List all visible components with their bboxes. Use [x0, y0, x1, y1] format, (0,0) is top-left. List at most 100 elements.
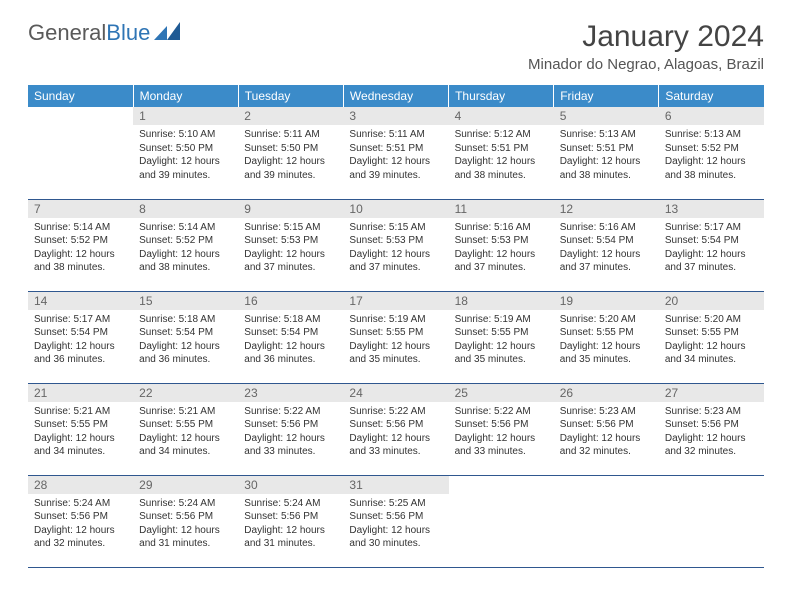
day-details: Sunrise: 5:20 AMSunset: 5:55 PMDaylight:…: [659, 310, 764, 371]
day-number: 12: [554, 200, 659, 218]
day-details: Sunrise: 5:14 AMSunset: 5:52 PMDaylight:…: [133, 218, 238, 279]
calendar-row: 14Sunrise: 5:17 AMSunset: 5:54 PMDayligh…: [28, 291, 764, 383]
calendar-cell: 4Sunrise: 5:12 AMSunset: 5:51 PMDaylight…: [449, 107, 554, 199]
day-number: 19: [554, 292, 659, 310]
calendar-cell: 25Sunrise: 5:22 AMSunset: 5:56 PMDayligh…: [449, 383, 554, 475]
day-details: Sunrise: 5:24 AMSunset: 5:56 PMDaylight:…: [238, 494, 343, 555]
calendar-cell: 28Sunrise: 5:24 AMSunset: 5:56 PMDayligh…: [28, 475, 133, 567]
calendar-cell: 3Sunrise: 5:11 AMSunset: 5:51 PMDaylight…: [343, 107, 448, 199]
day-number: 6: [659, 107, 764, 125]
day-number: 14: [28, 292, 133, 310]
day-number: 21: [28, 384, 133, 402]
calendar-cell: 29Sunrise: 5:24 AMSunset: 5:56 PMDayligh…: [133, 475, 238, 567]
calendar-cell: 2Sunrise: 5:11 AMSunset: 5:50 PMDaylight…: [238, 107, 343, 199]
logo-text-2: Blue: [106, 20, 150, 46]
day-number: 4: [449, 107, 554, 125]
calendar-table: SundayMondayTuesdayWednesdayThursdayFrid…: [28, 85, 764, 568]
weekday-header: Sunday: [28, 85, 133, 107]
day-number: 30: [238, 476, 343, 494]
day-number: 15: [133, 292, 238, 310]
day-details: Sunrise: 5:19 AMSunset: 5:55 PMDaylight:…: [449, 310, 554, 371]
day-number: 13: [659, 200, 764, 218]
day-number: 31: [343, 476, 448, 494]
day-number: 3: [343, 107, 448, 125]
day-number: 7: [28, 200, 133, 218]
calendar-cell: 20Sunrise: 5:20 AMSunset: 5:55 PMDayligh…: [659, 291, 764, 383]
day-details: Sunrise: 5:21 AMSunset: 5:55 PMDaylight:…: [133, 402, 238, 463]
weekday-header: Wednesday: [343, 85, 448, 107]
day-details: Sunrise: 5:17 AMSunset: 5:54 PMDaylight:…: [659, 218, 764, 279]
day-details: Sunrise: 5:13 AMSunset: 5:51 PMDaylight:…: [554, 125, 659, 186]
day-number: 8: [133, 200, 238, 218]
day-number: 23: [238, 384, 343, 402]
calendar-row: 28Sunrise: 5:24 AMSunset: 5:56 PMDayligh…: [28, 475, 764, 567]
calendar-cell: 15Sunrise: 5:18 AMSunset: 5:54 PMDayligh…: [133, 291, 238, 383]
calendar-cell: 11Sunrise: 5:16 AMSunset: 5:53 PMDayligh…: [449, 199, 554, 291]
weekday-header: Monday: [133, 85, 238, 107]
calendar-row: 21Sunrise: 5:21 AMSunset: 5:55 PMDayligh…: [28, 383, 764, 475]
calendar-cell: 8Sunrise: 5:14 AMSunset: 5:52 PMDaylight…: [133, 199, 238, 291]
day-number: 5: [554, 107, 659, 125]
day-details: Sunrise: 5:23 AMSunset: 5:56 PMDaylight:…: [554, 402, 659, 463]
calendar-cell: 24Sunrise: 5:22 AMSunset: 5:56 PMDayligh…: [343, 383, 448, 475]
day-details: Sunrise: 5:19 AMSunset: 5:55 PMDaylight:…: [343, 310, 448, 371]
day-number: 1: [133, 107, 238, 125]
day-details: Sunrise: 5:11 AMSunset: 5:51 PMDaylight:…: [343, 125, 448, 186]
weekday-header-row: SundayMondayTuesdayWednesdayThursdayFrid…: [28, 85, 764, 107]
day-details: Sunrise: 5:13 AMSunset: 5:52 PMDaylight:…: [659, 125, 764, 186]
calendar-cell: 23Sunrise: 5:22 AMSunset: 5:56 PMDayligh…: [238, 383, 343, 475]
day-details: Sunrise: 5:18 AMSunset: 5:54 PMDaylight:…: [133, 310, 238, 371]
day-details: Sunrise: 5:17 AMSunset: 5:54 PMDaylight:…: [28, 310, 133, 371]
day-details: Sunrise: 5:20 AMSunset: 5:55 PMDaylight:…: [554, 310, 659, 371]
day-details: Sunrise: 5:24 AMSunset: 5:56 PMDaylight:…: [133, 494, 238, 555]
title-block: January 2024 Minador do Negrao, Alagoas,…: [528, 20, 764, 73]
day-details: Sunrise: 5:14 AMSunset: 5:52 PMDaylight:…: [28, 218, 133, 279]
day-details: Sunrise: 5:25 AMSunset: 5:56 PMDaylight:…: [343, 494, 448, 555]
calendar-cell: 1Sunrise: 5:10 AMSunset: 5:50 PMDaylight…: [133, 107, 238, 199]
day-number: 18: [449, 292, 554, 310]
calendar-row: 1Sunrise: 5:10 AMSunset: 5:50 PMDaylight…: [28, 107, 764, 199]
day-number: 9: [238, 200, 343, 218]
calendar-cell: 30Sunrise: 5:24 AMSunset: 5:56 PMDayligh…: [238, 475, 343, 567]
day-details: Sunrise: 5:23 AMSunset: 5:56 PMDaylight:…: [659, 402, 764, 463]
calendar-cell: [659, 475, 764, 567]
day-details: Sunrise: 5:22 AMSunset: 5:56 PMDaylight:…: [238, 402, 343, 463]
day-number: 28: [28, 476, 133, 494]
calendar-cell: 10Sunrise: 5:15 AMSunset: 5:53 PMDayligh…: [343, 199, 448, 291]
day-details: Sunrise: 5:10 AMSunset: 5:50 PMDaylight:…: [133, 125, 238, 186]
calendar-cell: 18Sunrise: 5:19 AMSunset: 5:55 PMDayligh…: [449, 291, 554, 383]
calendar-cell: 21Sunrise: 5:21 AMSunset: 5:55 PMDayligh…: [28, 383, 133, 475]
calendar-cell: [449, 475, 554, 567]
day-details: Sunrise: 5:22 AMSunset: 5:56 PMDaylight:…: [449, 402, 554, 463]
day-details: Sunrise: 5:24 AMSunset: 5:56 PMDaylight:…: [28, 494, 133, 555]
calendar-cell: [28, 107, 133, 199]
calendar-cell: 7Sunrise: 5:14 AMSunset: 5:52 PMDaylight…: [28, 199, 133, 291]
day-details: Sunrise: 5:22 AMSunset: 5:56 PMDaylight:…: [343, 402, 448, 463]
month-title: January 2024: [528, 20, 764, 54]
calendar-cell: 13Sunrise: 5:17 AMSunset: 5:54 PMDayligh…: [659, 199, 764, 291]
logo-text-1: General: [28, 20, 106, 46]
day-details: Sunrise: 5:21 AMSunset: 5:55 PMDaylight:…: [28, 402, 133, 463]
header: GeneralBlue January 2024 Minador do Negr…: [28, 20, 764, 73]
day-number: 29: [133, 476, 238, 494]
day-details: Sunrise: 5:15 AMSunset: 5:53 PMDaylight:…: [343, 218, 448, 279]
day-number: 25: [449, 384, 554, 402]
calendar-cell: 9Sunrise: 5:15 AMSunset: 5:53 PMDaylight…: [238, 199, 343, 291]
logo: GeneralBlue: [28, 20, 180, 46]
calendar-cell: 5Sunrise: 5:13 AMSunset: 5:51 PMDaylight…: [554, 107, 659, 199]
calendar-cell: 16Sunrise: 5:18 AMSunset: 5:54 PMDayligh…: [238, 291, 343, 383]
day-number: 24: [343, 384, 448, 402]
day-details: Sunrise: 5:16 AMSunset: 5:53 PMDaylight:…: [449, 218, 554, 279]
calendar-cell: 31Sunrise: 5:25 AMSunset: 5:56 PMDayligh…: [343, 475, 448, 567]
calendar-cell: 26Sunrise: 5:23 AMSunset: 5:56 PMDayligh…: [554, 383, 659, 475]
day-details: Sunrise: 5:15 AMSunset: 5:53 PMDaylight:…: [238, 218, 343, 279]
day-details: Sunrise: 5:18 AMSunset: 5:54 PMDaylight:…: [238, 310, 343, 371]
calendar-body: 1Sunrise: 5:10 AMSunset: 5:50 PMDaylight…: [28, 107, 764, 567]
calendar-row: 7Sunrise: 5:14 AMSunset: 5:52 PMDaylight…: [28, 199, 764, 291]
logo-mark-icon: [154, 20, 180, 46]
day-number: 20: [659, 292, 764, 310]
day-number: 26: [554, 384, 659, 402]
day-number: 16: [238, 292, 343, 310]
day-number: 22: [133, 384, 238, 402]
weekday-header: Tuesday: [238, 85, 343, 107]
